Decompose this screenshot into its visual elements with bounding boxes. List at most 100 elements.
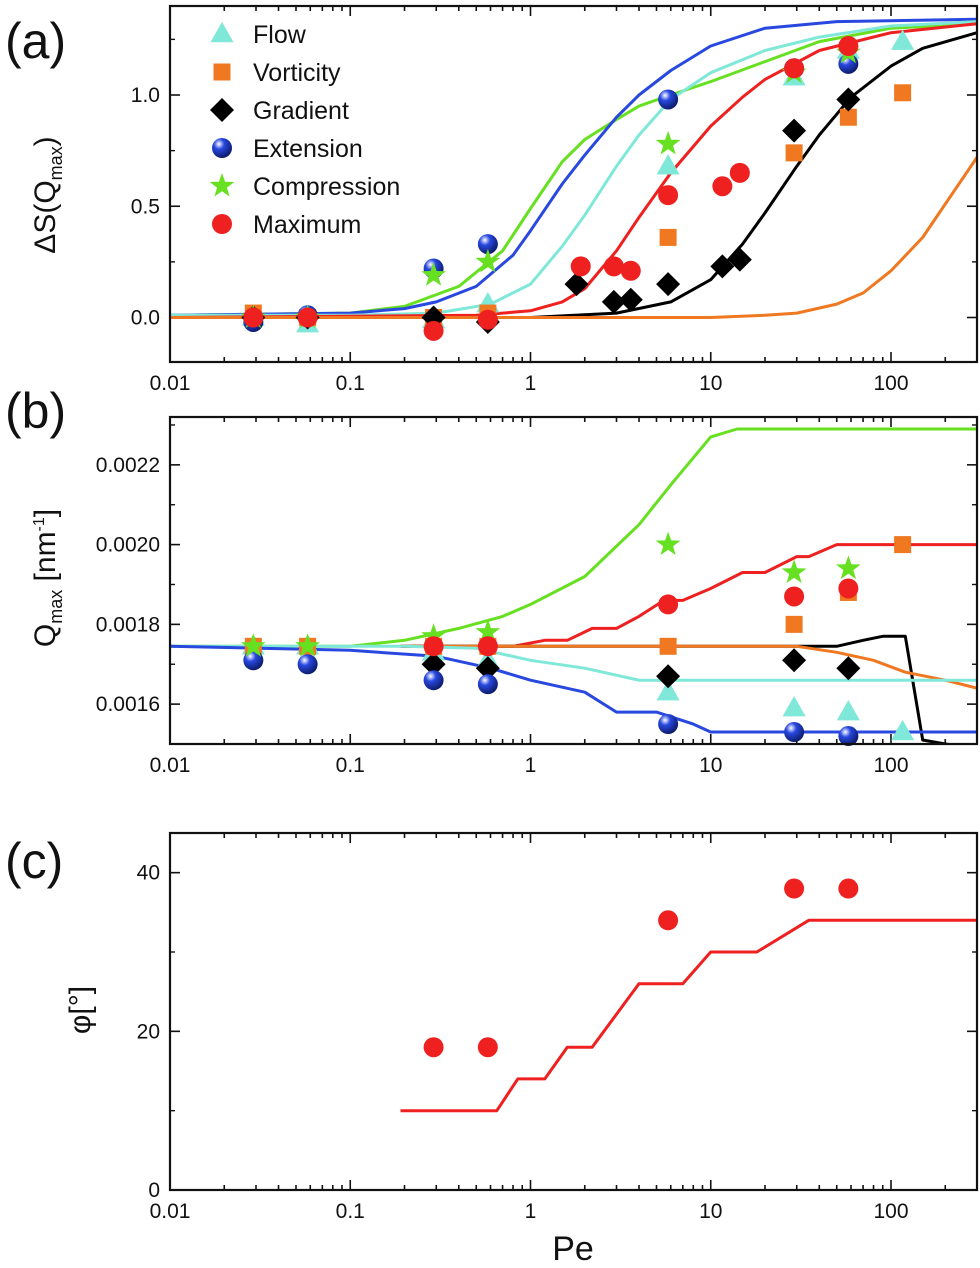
model-curve xyxy=(170,644,977,682)
data-point-maximum xyxy=(784,586,805,607)
data-point-vorticity xyxy=(839,108,857,126)
data-point-vorticity xyxy=(785,144,803,162)
data-point-vorticity xyxy=(785,615,803,633)
data-point-maximum xyxy=(712,176,733,197)
y-tick-label: 0.0016 xyxy=(96,693,160,716)
data-point-compression xyxy=(295,633,320,657)
data-point-maximum xyxy=(477,309,498,330)
y-tick-label: 0 xyxy=(148,1179,160,1202)
data-point-extension xyxy=(658,89,679,110)
legend-label: Gradient xyxy=(253,97,349,125)
legend-marker-flow xyxy=(210,21,234,43)
data-point-compression xyxy=(475,619,501,643)
data-point-maximum xyxy=(603,256,624,277)
data-point-gradient xyxy=(475,656,500,681)
data-point-compression xyxy=(655,531,681,556)
model-curve xyxy=(170,644,977,734)
model-curve xyxy=(400,918,977,1113)
model-curve xyxy=(170,20,977,317)
data-point-gradient xyxy=(836,87,861,112)
x-tick-label: 1 xyxy=(525,372,537,395)
data-point-maximum xyxy=(838,878,859,899)
model-curve xyxy=(170,427,977,648)
data-point-maximum xyxy=(243,307,264,328)
panel-b: (b) Qmax [nm-1] 0.01 0.1 1 10 100 0.0016 0.001… xyxy=(5,383,979,777)
data-point-gradient xyxy=(782,118,807,143)
data-point-gradient xyxy=(727,247,752,272)
data-point-flow xyxy=(656,154,680,175)
data-point-extension xyxy=(658,714,679,735)
data-point-maximum xyxy=(477,1037,498,1058)
data-point-compression xyxy=(781,559,807,583)
data-point-extension xyxy=(297,654,318,675)
data-point-gradient xyxy=(656,272,681,297)
data-point-maximum xyxy=(477,636,498,657)
data-point-extension xyxy=(477,674,498,695)
x-tick-label: 10 xyxy=(699,754,722,777)
data-point-flow xyxy=(891,719,915,741)
data-point-vorticity xyxy=(659,637,677,655)
data-point-compression xyxy=(475,248,501,273)
data-point-gradient xyxy=(656,664,681,689)
panel-b-letter: (b) xyxy=(5,383,66,439)
x-tick-label: 0.1 xyxy=(336,754,365,777)
legend-label: Maximum xyxy=(253,211,361,239)
data-point-maximum xyxy=(838,36,859,57)
data-point-flow xyxy=(836,699,860,721)
data-point-vorticity xyxy=(894,84,912,102)
x-tick-label: 100 xyxy=(873,754,908,777)
y-tick-label: 1.0 xyxy=(131,84,160,107)
x-tick-label: 10 xyxy=(699,372,722,395)
data-point-extension xyxy=(838,726,859,747)
y-tick-label: 0.0020 xyxy=(96,534,160,557)
data-point-gradient xyxy=(564,272,589,297)
x-tick-label: 10 xyxy=(699,1200,722,1223)
legend-label: Extension xyxy=(253,135,363,163)
data-point-gradient xyxy=(618,287,643,312)
panel-b-frame xyxy=(168,415,979,746)
x-tick-label: 1 xyxy=(525,1200,537,1223)
data-point-gradient xyxy=(421,652,446,677)
x-tick-label: 0.01 xyxy=(150,754,191,777)
y-tick-label: 0.0 xyxy=(131,307,160,330)
panel-c-frame xyxy=(168,831,979,1192)
data-point-maximum xyxy=(423,1037,444,1058)
x-tick-label: 0.1 xyxy=(336,372,365,395)
y-tick-label: 0.5 xyxy=(131,195,160,218)
panel-a: (a) ΔS(Qmax) 0.01 0.1 1 10 100 0.0 0.5 1.0 Flow… xyxy=(5,4,979,395)
data-point-maximum xyxy=(297,307,318,328)
data-point-compression xyxy=(655,130,681,155)
legend-label: Compression xyxy=(253,173,400,201)
y-tick-label: 0.0022 xyxy=(96,454,160,477)
data-point-maximum xyxy=(620,260,641,281)
data-point-vorticity xyxy=(894,536,912,554)
model-curve xyxy=(170,156,977,319)
data-point-maximum xyxy=(570,256,591,277)
data-point-vorticity xyxy=(659,228,677,246)
panel-a-frame xyxy=(168,4,979,364)
model-curve xyxy=(170,17,977,317)
data-point-compression xyxy=(421,262,446,286)
legend-marker-extension xyxy=(212,138,232,158)
data-point-maximum xyxy=(729,162,750,183)
data-point-maximum xyxy=(838,578,859,599)
data-point-flow xyxy=(782,696,806,717)
panel-c: (c) φ[°] Pe 0.01 0.1 1 10 100 0 20 40 xyxy=(5,831,979,1268)
data-point-gradient xyxy=(782,648,807,673)
data-point-compression xyxy=(421,623,446,647)
data-point-gradient xyxy=(710,254,735,279)
data-point-flow xyxy=(656,680,680,701)
data-point-extension xyxy=(784,722,805,743)
panel-c-letter: (c) xyxy=(5,833,63,889)
x-tick-label: 1 xyxy=(525,754,537,777)
legend-label: Vorticity xyxy=(253,59,341,87)
panel-b-ylabel: Qmax [nm-1] xyxy=(29,509,66,647)
panel-a-ylabel: ΔS(Qmax) xyxy=(29,136,66,253)
x-tick-label: 100 xyxy=(873,372,908,395)
data-point-compression xyxy=(836,555,861,580)
panel-a-letter: (a) xyxy=(5,13,66,69)
data-point-maximum xyxy=(423,320,444,341)
data-point-maximum xyxy=(658,910,679,931)
panel-c-ylabel: φ[°] xyxy=(64,986,97,1034)
